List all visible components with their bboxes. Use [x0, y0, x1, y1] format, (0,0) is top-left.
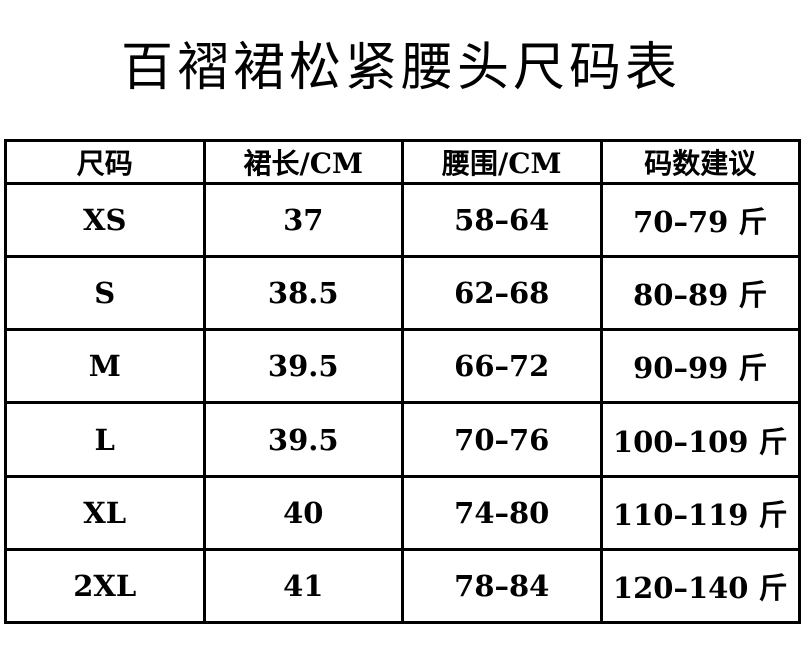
- table-row: 2XL 41 78–84 120–140 斤: [4, 547, 801, 625]
- header-weight-suggestion: 码数建议: [599, 139, 801, 185]
- table-row: XL 40 74–80 110–119 斤: [4, 474, 801, 551]
- length-cell: 41: [202, 547, 404, 625]
- table-row: M 39.5 66–72 90–99 斤: [4, 328, 801, 405]
- size-cell: XL: [4, 474, 206, 551]
- header-length: 裙长/CM: [202, 139, 404, 185]
- size-cell: L: [4, 401, 206, 478]
- weight-cell: 100–109 斤: [599, 401, 801, 478]
- length-cell: 40: [202, 474, 404, 551]
- waist-cell: 70–76: [401, 401, 603, 478]
- size-cell: S: [4, 255, 206, 332]
- weight-cell: 70–79 斤: [599, 181, 801, 259]
- waist-cell: 58–64: [401, 181, 603, 259]
- size-cell: XS: [4, 181, 206, 259]
- length-cell: 38.5: [202, 255, 404, 332]
- size-chart-table: 尺码 裙长/CM 腰围/CM 码数建议 XS 37 58–64 70–79 斤 S 38.…: [4, 139, 801, 625]
- table-header-row: 尺码 裙长/CM 腰围/CM 码数建议: [4, 139, 801, 185]
- waist-cell: 78–84: [401, 547, 603, 625]
- waist-cell: 66–72: [401, 328, 603, 405]
- weight-cell: 120–140 斤: [599, 547, 801, 625]
- table-row: L 39.5 70–76 100–109 斤: [4, 401, 801, 478]
- header-size: 尺码: [4, 139, 206, 185]
- length-cell: 39.5: [202, 328, 404, 405]
- waist-cell: 74–80: [401, 474, 603, 551]
- page-title: 百褶裙松紧腰头尺码表: [120, 38, 681, 98]
- table-row: XS 37 58–64 70–79 斤: [4, 181, 801, 259]
- waist-cell: 62–68: [401, 255, 603, 332]
- weight-cell: 90–99 斤: [599, 328, 801, 405]
- weight-cell: 80–89 斤: [599, 255, 801, 332]
- length-cell: 39.5: [202, 401, 404, 478]
- header-waist: 腰围/CM: [401, 139, 603, 185]
- size-cell: 2XL: [4, 547, 206, 625]
- weight-cell: 110–119 斤: [599, 474, 801, 551]
- size-cell: M: [4, 328, 206, 405]
- table-row: S 38.5 62–68 80–89 斤: [4, 255, 801, 332]
- length-cell: 37: [202, 181, 404, 259]
